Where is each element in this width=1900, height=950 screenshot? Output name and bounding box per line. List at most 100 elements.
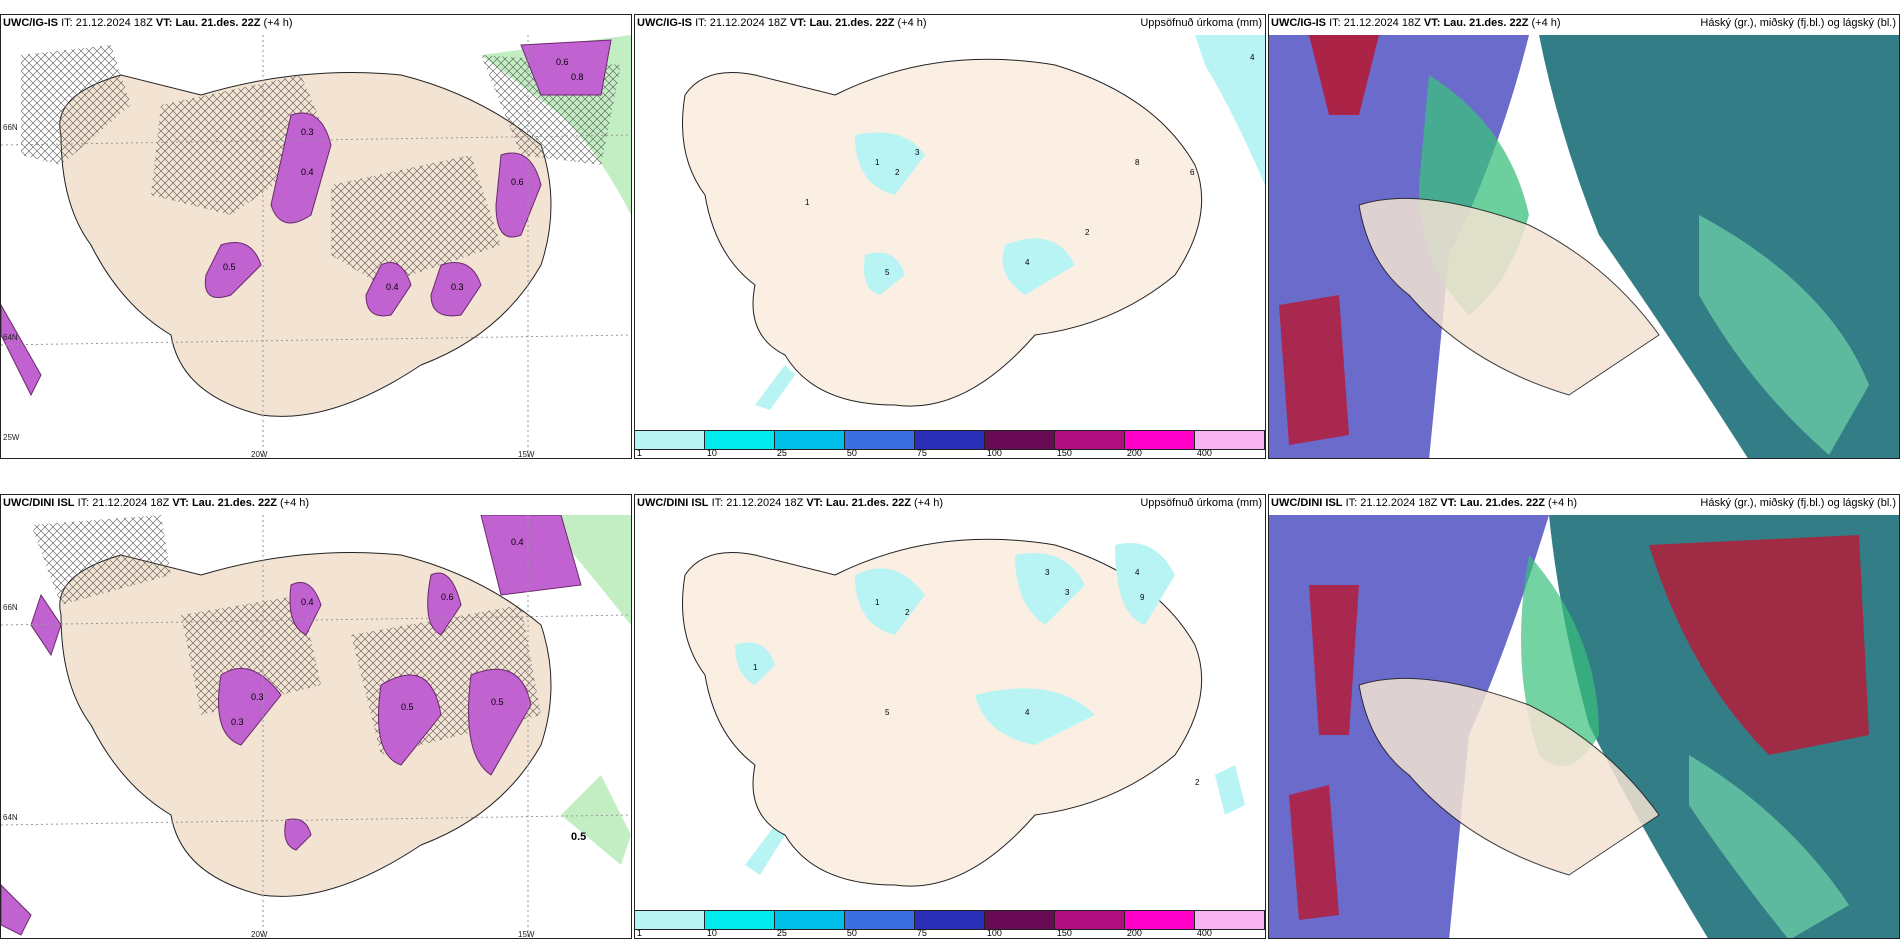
panel-precip-bottom: UWC/DINI ISL IT: 21.12.2024 18Z VT: Lau.… [634, 494, 1266, 939]
legend-swatch [705, 431, 775, 449]
precip-area [1002, 238, 1075, 295]
precip-label: 1 [875, 598, 880, 607]
snow-label: 0.3 [451, 282, 464, 292]
panel-title: UWC/DINI ISL IT: 21.12.2024 18Z VT: Lau.… [3, 497, 310, 509]
snow-area [204, 242, 262, 298]
high-cloud-area [1279, 295, 1349, 445]
panel-variable-title: Uppsöfnuð úrkoma (mm) [1140, 497, 1262, 509]
panel-wind-snow-bottom: UWC/DINI ISL IT: 21.12.2024 18Z VT: Lau.… [0, 494, 632, 939]
high-cloud-area [1289, 785, 1339, 920]
precip-area [1015, 553, 1085, 625]
snow-label: 0.3 [251, 692, 264, 702]
legend-tick-label: 200 [1126, 448, 1142, 458]
snow-label: 0.8 [571, 72, 584, 82]
legend-tick-label: 75 [916, 448, 927, 458]
precip-area [1195, 35, 1265, 185]
precip-map: 1 2 3 4 5 9 2 1 4 3 [682, 538, 1245, 887]
hatch-region [181, 595, 321, 715]
legend-swatch [775, 911, 845, 929]
snow-label: 0.4 [301, 167, 314, 177]
legend-color-bar [635, 430, 1265, 450]
lon-label-25w: 25W [3, 433, 20, 442]
precip-label: 8 [1135, 158, 1140, 167]
cloud-map [1269, 515, 1899, 938]
precip-label: 3 [915, 148, 920, 157]
panel-cloud-top: UWC/IG-IS IT: 21.12.2024 18Z VT: Lau. 21… [1268, 14, 1900, 459]
legend-tick-label: 50 [846, 448, 857, 458]
legend-tick-label: 100 [986, 928, 1002, 938]
precip-area [735, 642, 775, 685]
snow-area [289, 582, 322, 636]
snow-area [1, 303, 42, 397]
precip-label: 5 [885, 268, 890, 277]
legend-tick-label: 10 [706, 448, 717, 458]
mid-cloud-area [1689, 755, 1849, 938]
snow-label: 0.6 [441, 592, 454, 602]
grid-line [1, 814, 631, 826]
precip-label: 3 [1065, 588, 1070, 597]
legend-swatch [845, 911, 915, 929]
precip-label: 3 [1045, 568, 1050, 577]
legend-tick-label: 1 [636, 928, 642, 938]
snow-label: 0.4 [511, 537, 524, 547]
snow-area [495, 152, 542, 238]
precip-area [1115, 543, 1175, 625]
snow-area [1, 884, 32, 936]
precip-label: 4 [1025, 258, 1030, 267]
legend-swatch [705, 911, 775, 929]
panel-variable-title: Háský (gr.), miðský (fj.bl.) og lágský (… [1700, 17, 1896, 29]
panel-title: UWC/IG-IS IT: 21.12.2024 18Z VT: Lau. 21… [637, 17, 927, 29]
snow-label: 0.4 [386, 282, 399, 292]
precip-area [855, 132, 925, 195]
snow-label: 0.5 [223, 262, 236, 272]
legend-swatch [1125, 431, 1195, 449]
iceland-land [682, 58, 1203, 407]
snow-label: 0.6 [511, 177, 524, 187]
precip-map: 1 2 3 4 5 6 8 2 1 4 [682, 35, 1265, 410]
precip-label: 2 [905, 608, 910, 617]
precip-legend: 1 10 25 50 75 100 150 200 400 [635, 430, 1265, 458]
hatch-region [331, 155, 501, 285]
high-cloud-area [1309, 585, 1359, 735]
snow-area [480, 515, 582, 596]
lat-label-66n: 66N [3, 603, 18, 612]
lon-label-15w: 15W [518, 930, 535, 939]
snow-label: 0.3 [301, 127, 314, 137]
legend-ticks: 1 10 25 50 75 100 150 200 400 [635, 448, 1265, 458]
legend-tick-label: 75 [916, 928, 927, 938]
legend-swatch [635, 431, 705, 449]
precip-label: 4 [1135, 568, 1140, 577]
lon-label-15w: 15W [518, 450, 535, 459]
legend-swatch [915, 431, 985, 449]
panel-title: UWC/IG-IS IT: 21.12.2024 18Z VT: Lau. 21… [1271, 17, 1561, 29]
grid-line [1, 614, 631, 626]
precip-label: 2 [895, 168, 900, 177]
green-precip-area [561, 775, 631, 865]
high-cloud-area [1649, 535, 1869, 755]
mid-cloud-area [1699, 215, 1869, 455]
panel-title: UWC/DINI ISL IT: 21.12.2024 18Z VT: Lau.… [1271, 497, 1578, 509]
snow-area [378, 674, 442, 766]
snow-label: 0.4 [301, 597, 314, 607]
snow-area [427, 572, 462, 636]
legend-tick-label: 400 [1196, 448, 1212, 458]
iceland-land [682, 538, 1203, 887]
precip-area [745, 825, 785, 875]
panel-variable-title: Háský (gr.), miðský (fj.bl.) og lágský (… [1700, 497, 1896, 509]
snow-area [218, 667, 282, 746]
legend-swatch [985, 911, 1055, 929]
hatch-region [31, 515, 171, 605]
lat-label-64n: 64N [3, 813, 18, 822]
legend-tick-label: 25 [776, 448, 787, 458]
legend-swatch [985, 431, 1055, 449]
precip-label: 2 [1085, 228, 1090, 237]
snow-label: 0.5 [571, 831, 586, 843]
green-precip-area [541, 515, 631, 625]
legend-tick-label: 200 [1126, 928, 1142, 938]
legend-tick-label: 10 [706, 928, 717, 938]
precip-label: 1 [753, 663, 758, 672]
iceland-land [1358, 197, 1660, 396]
snow-label: 0.5 [401, 702, 414, 712]
legend-swatch [1195, 431, 1265, 449]
legend-swatch [1125, 911, 1195, 929]
